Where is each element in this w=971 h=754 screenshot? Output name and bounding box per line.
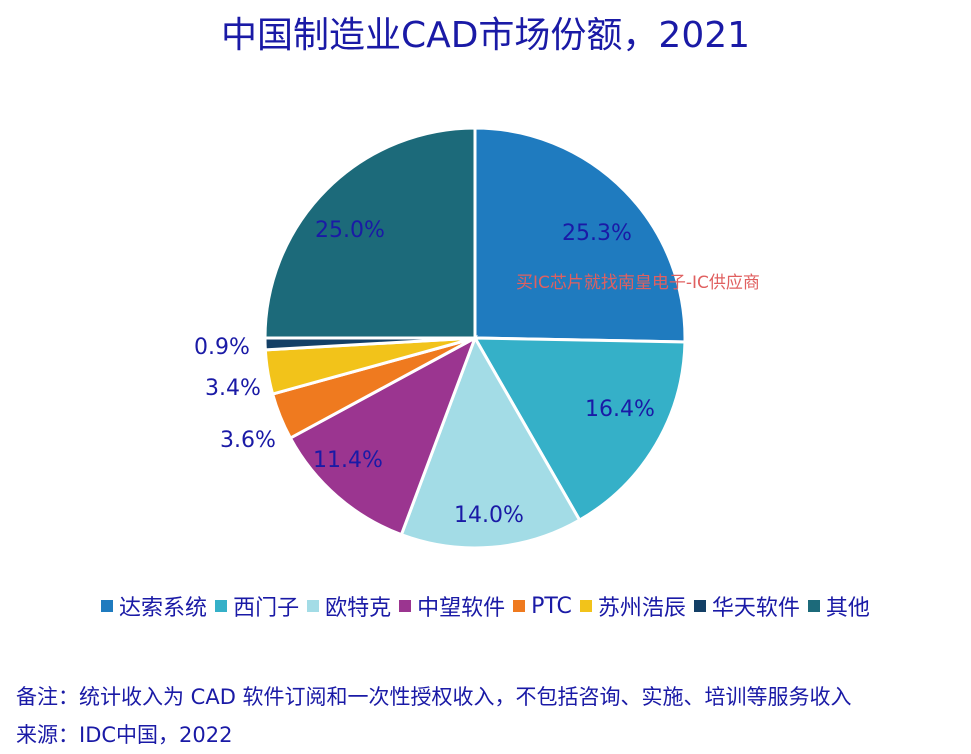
slice-label-8: 25.0% <box>315 218 385 243</box>
chart-title: 中国制造业CAD市场份额，2021 <box>220 15 751 56</box>
watermark-text: 买IC芯片就找南皇电子-IC供应商 <box>516 273 760 293</box>
chart-notes: 备注：统计收入为 CAD 软件订阅和一次性授权收入，不包括咨询、实施、培训等服务… <box>16 678 966 754</box>
legend-label: 苏州浩辰 <box>597 596 686 621</box>
legend-swatch <box>807 600 820 612</box>
legend-swatch <box>513 600 526 612</box>
remark-note: 备注：统计收入为 CAD 软件订阅和一次性授权收入，不包括咨询、实施、培训等服务… <box>16 685 852 709</box>
legend-item-3: 欧特克 <box>307 590 391 622</box>
legend-item-6: 苏州浩辰 <box>579 590 686 622</box>
legend-item-1: 达索系统 <box>101 590 207 622</box>
slice-label-2: 16.4% <box>585 397 655 422</box>
source-note: 来源：IDC中国，2022 <box>16 723 233 747</box>
pie-slice-8 <box>263 126 477 340</box>
legend-swatch <box>101 600 114 612</box>
legend-label: 西门子 <box>233 596 300 621</box>
legend-swatch <box>215 600 228 612</box>
legend-swatch <box>399 600 412 612</box>
slice-label-1: 25.3% <box>562 221 632 246</box>
pie-slice-1 <box>473 126 687 344</box>
slice-label-3: 14.0% <box>454 503 524 528</box>
legend-label: 中望软件 <box>417 596 506 621</box>
legend-swatch <box>307 600 320 612</box>
slice-label-6: 3.4% <box>205 376 261 401</box>
legend-item-7: 华天软件 <box>693 590 800 622</box>
legend-item-8: 其他 <box>807 590 870 622</box>
chart-legend: 达索系统 西门子 欧特克 中望软件 PTC 苏州浩辰 华天软件 其他 <box>0 590 971 622</box>
legend-label: 华天软件 <box>711 596 800 621</box>
pie-slice-4 <box>288 334 478 537</box>
legend-swatch <box>579 600 592 612</box>
legend-item-4: 中望软件 <box>399 590 505 622</box>
slice-label-5: 3.6% <box>220 428 276 453</box>
pie-slice-3 <box>399 334 582 550</box>
pie-slice-2 <box>472 336 687 523</box>
legend-label: 达索系统 <box>119 596 208 621</box>
legend-swatch <box>693 600 706 612</box>
legend-item-2: 西门子 <box>215 590 299 622</box>
legend-label: 其他 <box>825 596 870 621</box>
legend-label: 欧特克 <box>325 596 392 621</box>
slice-label-4: 11.4% <box>313 448 383 473</box>
slice-label-7: 0.9% <box>194 335 250 360</box>
legend-label: PTC <box>531 593 572 619</box>
legend-item-5: PTC <box>513 594 572 619</box>
